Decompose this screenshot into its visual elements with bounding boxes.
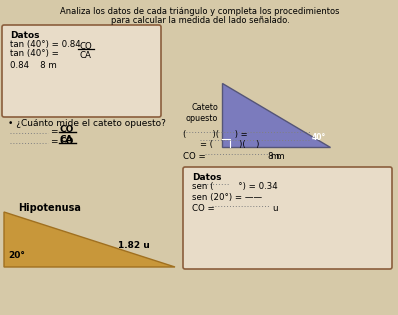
Text: CO =: CO = [183,152,206,161]
Text: CO: CO [60,125,74,135]
Polygon shape [4,212,175,267]
Text: tan (40°) =: tan (40°) = [10,49,59,58]
Text: Cateto
opuesto: Cateto opuesto [185,103,218,123]
Text: 8 m: 8 m [268,152,284,161]
FancyBboxPatch shape [2,25,161,117]
Text: 1.82 u: 1.82 u [118,240,150,249]
Text: u: u [272,204,277,213]
FancyBboxPatch shape [183,167,392,269]
Text: para calcular la medida del lado señalado.: para calcular la medida del lado señalad… [111,16,289,25]
Text: • ¿Cuánto mide el cateto opuesto?: • ¿Cuánto mide el cateto opuesto? [8,119,166,128]
Text: = (          )(    ): = ( )( ) [200,140,259,149]
Text: CO: CO [60,136,74,146]
Text: Analiza los datos de cada triángulo y completa los procedimientos: Analiza los datos de cada triángulo y co… [60,7,340,16]
Text: =: = [50,127,57,136]
Text: sen (         °) = 0.34: sen ( °) = 0.34 [192,182,278,191]
Text: tan (40°) = 0.84: tan (40°) = 0.84 [10,40,81,49]
Text: CO =: CO = [192,204,215,213]
Text: CA: CA [60,135,74,144]
Text: 0.84    8 m: 0.84 8 m [10,61,57,70]
Text: 20°: 20° [8,251,25,260]
Text: Datos: Datos [192,173,222,182]
Text: (          )(      ) =: ( )( ) = [183,130,248,139]
Text: Datos: Datos [10,31,39,40]
Text: 40°: 40° [312,133,326,142]
Text: =: = [50,138,57,146]
Text: m.: m. [270,152,281,161]
Polygon shape [222,83,330,147]
Text: CA: CA [79,51,91,60]
Text: sen (20°) = ——: sen (20°) = —— [192,193,262,202]
Text: Hipotenusa: Hipotenusa [18,203,81,213]
Text: CO: CO [79,42,92,51]
